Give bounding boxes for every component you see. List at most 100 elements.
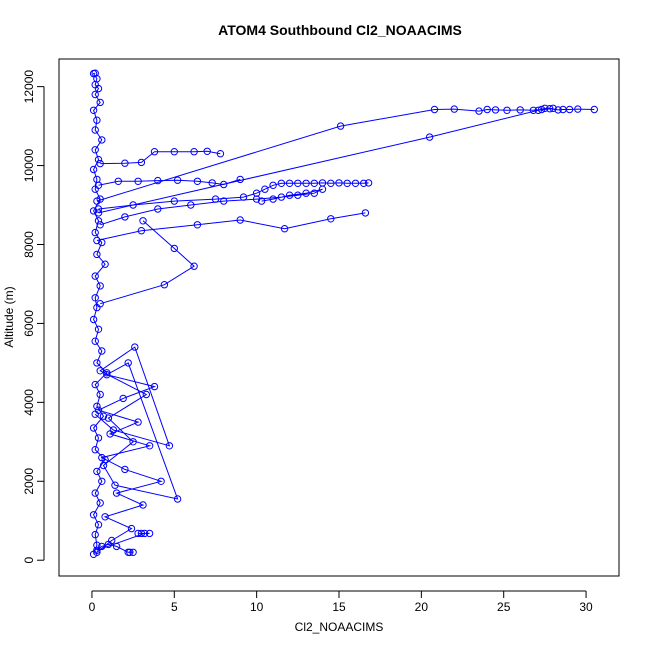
data-point bbox=[364, 179, 373, 187]
data-point bbox=[93, 467, 101, 476]
data-point bbox=[101, 260, 109, 268]
chart-title: ATOM4 Southbound Cl2_NOAACIMS bbox=[218, 22, 462, 38]
data-point bbox=[134, 418, 142, 426]
data-point bbox=[91, 126, 99, 134]
data-point bbox=[574, 105, 582, 113]
series-line bbox=[98, 107, 554, 214]
data-series bbox=[94, 104, 557, 217]
data-point bbox=[318, 185, 327, 193]
data-point bbox=[89, 106, 98, 115]
series-line bbox=[98, 178, 241, 186]
x-axis-label: Cl2_NOAACIMS bbox=[295, 620, 384, 634]
y-tick-label: 4000 bbox=[22, 389, 36, 416]
data-point bbox=[91, 228, 99, 237]
y-tick-label: 2000 bbox=[22, 468, 36, 495]
data-point bbox=[269, 181, 277, 190]
data-point bbox=[129, 201, 137, 209]
series-line bbox=[96, 212, 366, 241]
data-point bbox=[93, 548, 101, 556]
y-tick-label: 10000 bbox=[22, 149, 36, 183]
data-point bbox=[93, 402, 101, 410]
y-tick-label: 0 bbox=[22, 557, 36, 564]
data-point bbox=[327, 215, 335, 223]
data-point bbox=[475, 107, 483, 115]
data-point bbox=[343, 179, 351, 188]
x-tick-label: 25 bbox=[497, 600, 511, 614]
data-point bbox=[483, 105, 491, 114]
data-point bbox=[280, 225, 289, 233]
data-point bbox=[96, 367, 104, 375]
data-point bbox=[157, 477, 165, 485]
data-point bbox=[145, 442, 154, 450]
data-point bbox=[89, 315, 98, 324]
data-point bbox=[187, 201, 195, 209]
data-point bbox=[131, 343, 139, 351]
data-point bbox=[91, 530, 99, 539]
data-point bbox=[190, 262, 198, 270]
data-point bbox=[91, 272, 99, 280]
data-point bbox=[91, 146, 99, 154]
data-point bbox=[101, 513, 109, 521]
data-point bbox=[302, 179, 310, 188]
data-point bbox=[98, 477, 106, 485]
series-line bbox=[98, 182, 369, 210]
data-point bbox=[269, 195, 277, 203]
data-point bbox=[302, 189, 310, 197]
data-series bbox=[89, 69, 111, 558]
data-point bbox=[554, 106, 562, 114]
data-point bbox=[91, 489, 99, 497]
data-point bbox=[285, 179, 294, 188]
data-point bbox=[91, 380, 99, 389]
data-point bbox=[193, 177, 202, 186]
data-point bbox=[91, 90, 99, 99]
data-point bbox=[98, 453, 106, 462]
series-line bbox=[94, 346, 179, 553]
data-point bbox=[549, 104, 557, 113]
data-point bbox=[112, 542, 121, 551]
data-point bbox=[94, 325, 103, 333]
series-line bbox=[100, 220, 195, 305]
data-point bbox=[93, 546, 101, 554]
data-point bbox=[165, 442, 174, 450]
data-point bbox=[310, 189, 318, 197]
data-point bbox=[121, 465, 129, 474]
data-point bbox=[137, 158, 146, 167]
data-point bbox=[93, 197, 101, 205]
y-axis-label: Altitude (m) bbox=[2, 286, 16, 347]
data-point bbox=[360, 179, 368, 188]
data-point bbox=[335, 179, 343, 187]
data-series bbox=[93, 209, 370, 245]
data-point bbox=[96, 499, 104, 507]
x-tick-label: 10 bbox=[250, 600, 264, 614]
data-point bbox=[94, 217, 103, 225]
data-point bbox=[104, 540, 113, 549]
data-point bbox=[236, 216, 244, 224]
data-point bbox=[261, 185, 269, 193]
data-point bbox=[216, 150, 225, 158]
data-point bbox=[565, 105, 574, 114]
data-point bbox=[351, 179, 360, 188]
data-point bbox=[96, 98, 104, 107]
series-layer bbox=[89, 69, 598, 558]
data-point bbox=[203, 147, 211, 156]
data-point bbox=[208, 179, 216, 187]
data-point bbox=[450, 105, 458, 113]
data-point bbox=[96, 159, 104, 168]
data-point bbox=[170, 244, 179, 253]
data-point bbox=[150, 382, 159, 391]
data-point bbox=[173, 495, 182, 503]
data-point bbox=[137, 227, 146, 235]
x-tick-label: 30 bbox=[579, 600, 593, 614]
data-point bbox=[336, 122, 345, 130]
data-point bbox=[137, 529, 146, 538]
data-point bbox=[96, 221, 104, 229]
data-point bbox=[93, 359, 101, 367]
data-point bbox=[294, 179, 302, 188]
data-point bbox=[154, 205, 162, 213]
data-series bbox=[93, 529, 154, 556]
data-point bbox=[114, 177, 123, 186]
data-point bbox=[139, 501, 147, 509]
data-series bbox=[91, 343, 182, 556]
data-point bbox=[93, 250, 101, 259]
data-point bbox=[503, 106, 511, 115]
